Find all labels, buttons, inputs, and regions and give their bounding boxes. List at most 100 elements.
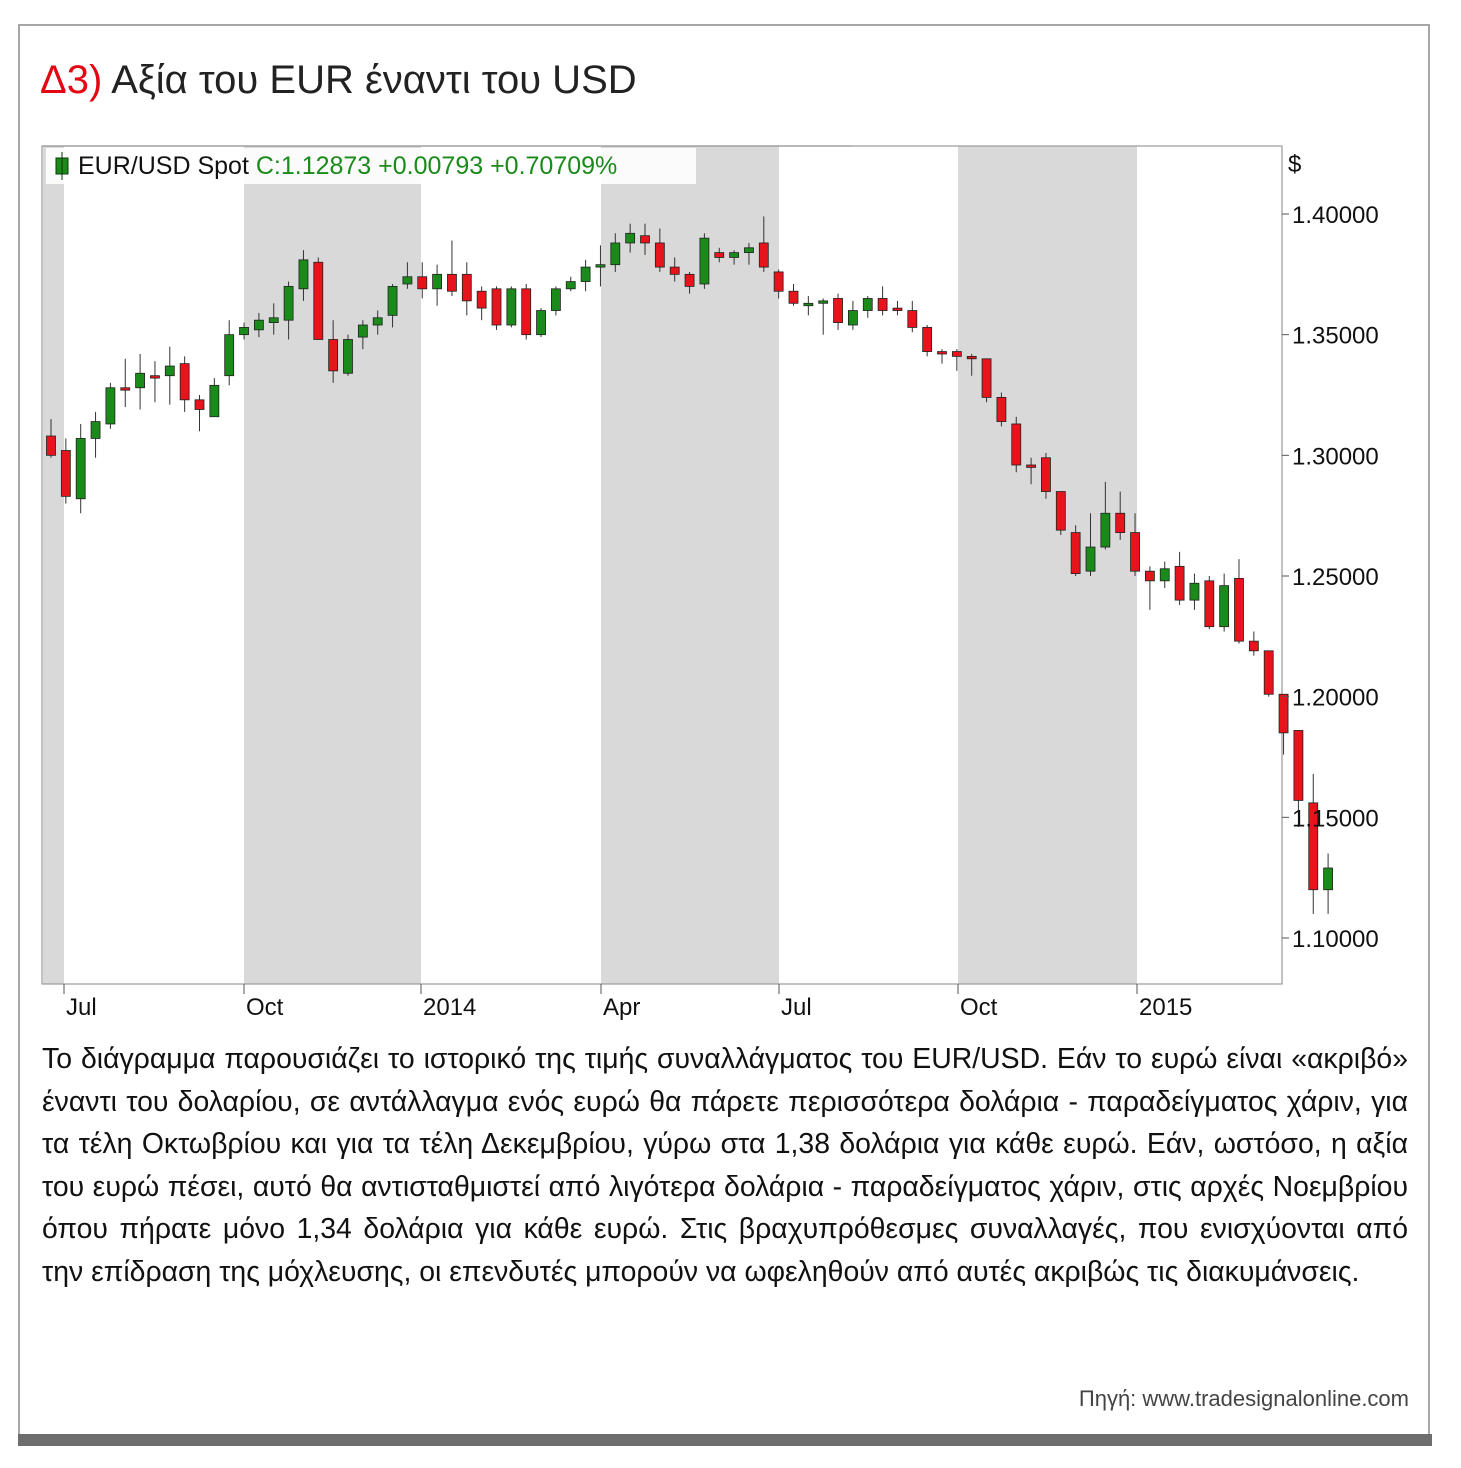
candle-body <box>818 300 829 304</box>
candle <box>951 349 962 371</box>
candle <box>610 233 621 272</box>
candle-body <box>610 242 621 266</box>
y-tick-label: 1.40000 <box>1292 202 1379 229</box>
candle-body <box>1308 802 1319 891</box>
candle-body <box>179 363 190 401</box>
candle-body <box>684 273 695 287</box>
candle-body <box>461 273 472 302</box>
candle-body <box>1189 582 1200 601</box>
x-axis: Jul Oct 2014 Apr Jul Oct 2015 <box>63 984 1192 1021</box>
candle <box>669 257 680 282</box>
candle-body <box>224 334 235 377</box>
candle <box>1278 693 1289 755</box>
candle-body <box>46 435 56 456</box>
candle <box>640 223 650 256</box>
candle <box>1174 551 1185 605</box>
shaded-quarter-3 <box>958 146 1137 984</box>
x-tick-label: 2014 <box>423 994 476 1021</box>
candle <box>298 250 309 301</box>
candle <box>224 320 235 386</box>
candle <box>551 286 561 316</box>
candle <box>892 300 903 316</box>
candle-body <box>1085 546 1096 572</box>
candle <box>714 247 725 263</box>
candle <box>758 216 769 272</box>
candle-body <box>551 288 561 311</box>
candle-body <box>194 399 205 410</box>
candle <box>803 296 814 316</box>
candle <box>1323 853 1333 914</box>
candle-body <box>773 271 784 292</box>
title-text: Αξία του EUR έναντι του USD <box>111 58 637 102</box>
candle-body <box>848 310 858 326</box>
candle-body <box>506 288 517 326</box>
candle-body <box>1278 693 1289 734</box>
quarter-shading <box>43 146 1137 984</box>
candle <box>1159 561 1170 589</box>
candle-body <box>328 339 339 372</box>
candle-body <box>1174 565 1185 601</box>
candle-body <box>150 375 160 379</box>
candle <box>833 293 843 330</box>
candle-body <box>699 237 710 285</box>
candle <box>372 310 383 335</box>
candle-body <box>1293 730 1304 801</box>
candle <box>848 300 858 330</box>
candle <box>476 286 487 321</box>
card-bottom-bar <box>18 1434 1432 1446</box>
candle <box>907 300 918 333</box>
candle <box>461 262 472 316</box>
y-tick-label: 1.20000 <box>1292 685 1379 712</box>
candle <box>447 240 457 297</box>
candle <box>684 271 695 294</box>
candle-body <box>1130 532 1140 572</box>
candle-body <box>536 310 546 336</box>
candle-body <box>922 327 933 352</box>
candle-body <box>669 266 680 275</box>
candle-body <box>862 298 873 311</box>
candle-body <box>476 290 487 309</box>
candle <box>996 392 1007 427</box>
candle <box>1293 730 1304 827</box>
candle-body <box>135 372 146 389</box>
candle-body <box>447 273 457 292</box>
legend-background <box>46 148 696 184</box>
candle <box>1263 650 1274 697</box>
candle <box>1085 513 1096 576</box>
candle <box>313 257 324 340</box>
candle <box>1100 481 1111 550</box>
description-paragraph: Το διάγραμμα παρουσιάζει το ιστορικό της… <box>42 1043 1408 1288</box>
candle-body <box>1011 423 1022 466</box>
candle <box>60 438 71 504</box>
candle-body <box>877 298 888 311</box>
candle-body <box>981 358 992 398</box>
candle-body <box>1323 867 1333 891</box>
candle <box>1204 576 1215 630</box>
candle-body <box>105 387 116 425</box>
candle <box>625 223 636 253</box>
y-unit-label: $ <box>1288 151 1301 178</box>
candle <box>402 262 413 289</box>
candle-body <box>372 317 383 326</box>
candle-body <box>758 242 769 268</box>
candle <box>1248 631 1259 656</box>
y-tick-label: 1.30000 <box>1292 443 1379 470</box>
candle-body <box>90 421 101 439</box>
legend-quote: C:1.12873 +0.00793 +0.70709% <box>256 152 617 180</box>
candle-body <box>892 307 903 311</box>
y-tick-label: 1.25000 <box>1292 564 1379 591</box>
candle-body <box>803 302 814 307</box>
candle <box>283 281 294 340</box>
candle <box>862 296 873 318</box>
candle-body <box>521 288 532 336</box>
candle <box>536 308 546 338</box>
candle <box>417 262 428 299</box>
candle-body <box>1219 585 1230 628</box>
candle <box>1070 525 1081 576</box>
candle <box>491 286 502 330</box>
candle-body <box>996 397 1007 422</box>
candle <box>966 353 977 376</box>
candle-body <box>75 438 86 500</box>
y-tick-label: 1.10000 <box>1292 926 1379 953</box>
candle-body <box>343 339 353 374</box>
